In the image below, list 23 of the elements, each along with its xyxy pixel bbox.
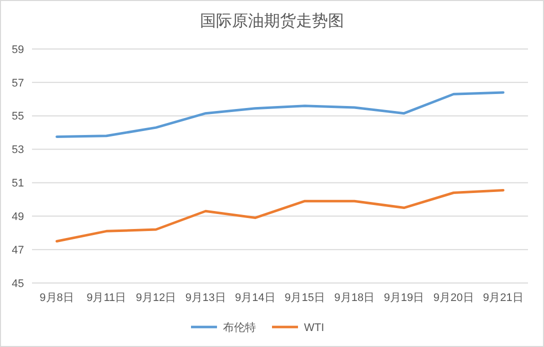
x-tick-label: 9月15日	[284, 292, 325, 304]
y-tick-label: 45	[12, 278, 24, 290]
x-tick-label: 9月19日	[384, 292, 424, 304]
y-tick-label: 57	[12, 77, 24, 90]
y-tick-label: 47	[12, 244, 24, 256]
chart-title: 国际原油期货走势图	[200, 12, 344, 30]
x-tick-label: 9月21日	[483, 292, 524, 304]
y-tick-label: 55	[12, 110, 24, 123]
x-tick-label: 9月8日	[40, 292, 74, 304]
x-tick-label: 9月14日	[235, 292, 276, 304]
y-tick-label: 49	[12, 210, 24, 223]
line-series	[56, 188, 504, 242]
y-tick-label: 53	[12, 144, 24, 156]
x-tick-label: 9月12日	[136, 292, 176, 304]
x-tick-label: 9月20日	[433, 292, 474, 304]
legend-label: WTI	[304, 322, 324, 334]
legend-label: 布伦特	[223, 322, 256, 334]
x-tick-label: 9月18日	[334, 292, 375, 304]
line-series	[56, 91, 504, 138]
x-tick-label: 9月13日	[185, 292, 226, 304]
y-tick-label: 59	[12, 44, 24, 56]
x-tick-label: 9月11日	[86, 292, 126, 304]
y-tick-label: 51	[12, 178, 24, 190]
